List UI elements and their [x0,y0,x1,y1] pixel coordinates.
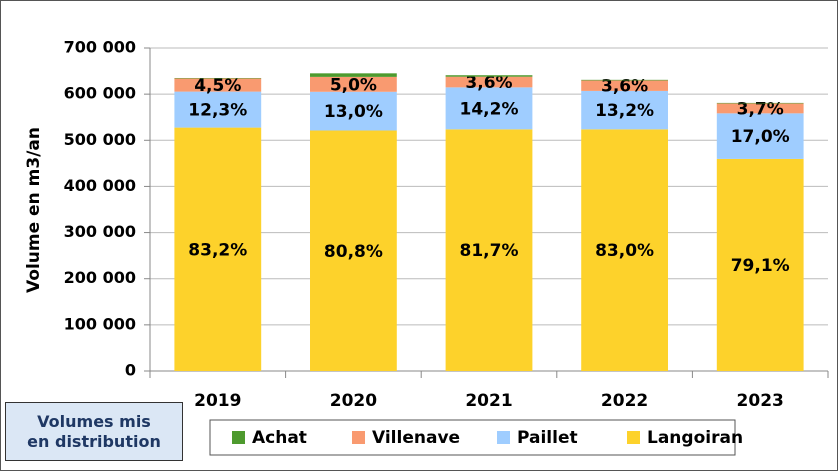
data-label: 3,6% [601,77,648,97]
x-tick-label: 2022 [601,391,648,411]
bar-segment [310,73,397,77]
legend-swatch [352,431,365,444]
bar-segment [716,158,804,371]
annotation: Volumes mis en distribution [5,402,183,461]
legend-swatch [232,431,245,444]
legend-label: Paillet [517,428,578,448]
data-label: 14,2% [460,99,519,119]
bar-segment [716,102,804,104]
y-tick-label: 0 [125,361,136,380]
x-tick-label: 2023 [737,391,784,411]
data-label: 79,1% [731,256,790,276]
data-label: 13,0% [324,102,383,122]
bar-segment [174,127,262,371]
bar-segment [445,87,533,130]
y-tick-label: 600 000 [64,84,136,103]
x-tick-label: 2021 [465,391,512,411]
y-axis-label: Volume en m3/an [24,127,44,293]
bar-segment [581,79,668,81]
y-tick-label: 700 000 [64,38,136,57]
bar-segment [445,76,533,88]
data-label: 83,2% [188,240,247,260]
y-tick-label: 400 000 [64,176,136,195]
bar-segment [445,129,533,371]
data-label: 13,2% [595,101,654,121]
bar-segment [581,90,668,130]
legend-label: Villenave [372,428,460,448]
bar-segment [581,129,668,371]
legend-swatch [497,431,510,444]
x-tick-label: 2019 [194,391,241,411]
x-tick-label: 2020 [330,391,377,411]
bar-segment [174,91,262,128]
legend [209,419,736,456]
data-label: 12,3% [188,101,247,121]
data-label: 83,0% [595,241,654,261]
y-tick-label: 300 000 [64,222,136,241]
data-label: 3,7% [737,99,784,119]
legend-swatch [627,431,640,444]
bar-segment [581,80,668,91]
data-label: 80,8% [324,242,383,262]
bar-segment [310,91,397,131]
bar-segment [174,78,262,92]
legend-label: Achat [252,428,307,448]
y-tick-label: 100 000 [64,314,136,333]
legend-label: Langoiran [647,428,743,448]
data-label: 17,0% [731,127,790,147]
bar-segment [716,103,804,114]
y-tick-label: 500 000 [64,130,136,149]
data-label: 81,7% [460,241,519,261]
data-label: 3,6% [465,73,512,93]
data-label: 5,0% [330,75,377,95]
data-label: 4,5% [194,76,241,96]
y-tick-label: 200 000 [64,268,136,287]
bar-segment [310,130,397,371]
bar-segment [445,75,533,77]
bar-segment [310,76,397,92]
bar-segment [716,113,804,159]
